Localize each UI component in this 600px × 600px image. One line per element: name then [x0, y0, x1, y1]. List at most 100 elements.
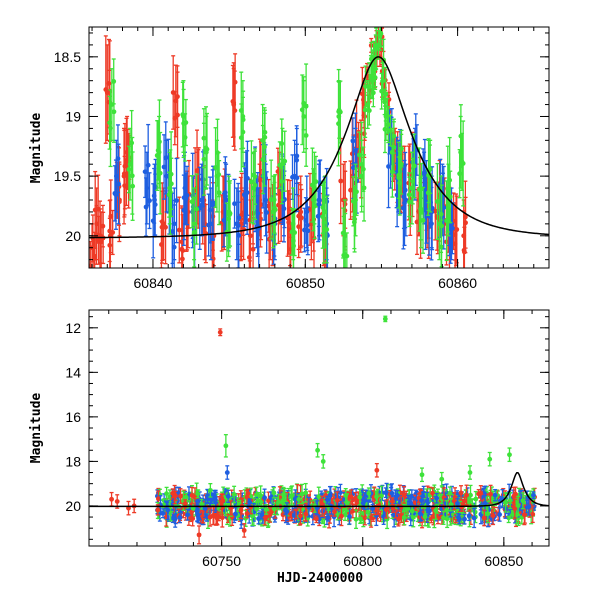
series-2-point [251, 152, 256, 198]
series-2-point-marker [391, 144, 397, 150]
series-0-point-marker [176, 227, 182, 233]
series-0-point-marker [296, 213, 302, 219]
series-2-point-marker [378, 31, 384, 37]
series-2-point [303, 104, 309, 167]
series-1-point [166, 138, 171, 214]
y-tick-label: 20 [65, 228, 81, 244]
series-2-point [129, 109, 135, 176]
series-2-point-marker [180, 112, 186, 117]
series-2-point [458, 104, 464, 169]
series-2-point [425, 169, 431, 216]
series-2-point [388, 114, 393, 147]
series-1-point-marker [350, 165, 356, 171]
series-2-point-marker [240, 129, 246, 135]
series-2-point-marker [373, 43, 379, 49]
series-1-point [236, 190, 242, 245]
series-1-point-marker [150, 218, 156, 224]
bottom-plot-area [89, 315, 549, 545]
series-1-point-marker [161, 164, 167, 170]
series-0-point-marker [116, 199, 122, 205]
series-0-point [110, 209, 116, 256]
series-1-point-marker [116, 181, 121, 187]
series-2-point [406, 172, 412, 218]
series-2-point [419, 162, 424, 215]
series-1-point [255, 172, 261, 255]
series-1-point-marker [241, 192, 247, 198]
series-2-point-marker [168, 171, 174, 177]
series-2-point-marker [272, 207, 278, 213]
series-0-point [307, 172, 313, 246]
series-1-point-marker [290, 174, 295, 180]
series-0-point [163, 190, 168, 265]
series-2-point-marker [166, 192, 172, 198]
series-2-point [459, 132, 465, 191]
series-0-point-marker [159, 219, 165, 225]
series-1-point-marker [449, 225, 455, 231]
series-0-point [246, 219, 252, 268]
series-1-point-marker [402, 187, 408, 193]
series-2-point [310, 147, 315, 223]
series-2-point-marker [303, 133, 309, 138]
series-0-point-marker [91, 256, 97, 262]
series-2-point-marker [397, 180, 403, 186]
series-2-point-marker [439, 223, 445, 229]
series-2-point-marker [341, 252, 347, 258]
series-1-point-marker [210, 202, 216, 208]
series-1-point [150, 183, 156, 259]
series-2-point-marker [457, 171, 463, 177]
series-2-point-marker [262, 134, 268, 140]
series-2-point-marker [292, 230, 298, 235]
series-2-point-marker [357, 152, 362, 158]
top-panel: 60840 60850 60860 18.5 19 19.5 20 Magnitude [29, 26, 550, 291]
series-2-point [292, 208, 298, 257]
series-2-point-marker [299, 107, 305, 113]
series-2-point-marker [337, 109, 343, 115]
series-2-point-marker [409, 185, 415, 191]
series-1-point-marker [402, 200, 407, 206]
series-2-point-marker [154, 153, 160, 158]
series-2-point-marker [411, 163, 417, 169]
series-1-point-marker [294, 153, 300, 159]
series-2-point [282, 130, 288, 192]
series-2-point-marker [107, 120, 112, 126]
series-2-point-marker [268, 197, 274, 202]
series-1-point-marker [145, 162, 151, 168]
series-0-point [462, 180, 468, 254]
series-2-point [324, 195, 330, 264]
series-2-point-marker [260, 157, 266, 162]
series-0-point-marker [110, 230, 116, 235]
band-point-marker [466, 513, 472, 519]
series-0-point-marker [414, 219, 420, 225]
top-frame [88, 26, 550, 269]
series-2-point [385, 106, 391, 144]
series-2-point-marker [227, 212, 233, 217]
series-0-point [176, 196, 182, 264]
series-0-point [266, 178, 272, 233]
series-2-point-marker [383, 91, 389, 97]
series-2-point [215, 118, 220, 187]
series-2-point-marker [396, 172, 402, 178]
series-1-point-marker [200, 176, 206, 182]
series-0-point [103, 35, 109, 144]
series-2-point [341, 215, 347, 268]
series-2-point-marker [419, 186, 424, 192]
series-0-point-marker [462, 249, 467, 255]
series-1-point [147, 172, 152, 230]
series-0-point-marker [232, 108, 238, 114]
series-2-point-marker [126, 167, 132, 172]
series-2-point [361, 154, 367, 222]
series-1-point-marker [422, 172, 428, 178]
series-2-point-marker [213, 165, 218, 170]
series-1-point [294, 127, 300, 185]
series-2-point [181, 88, 187, 159]
series-0-point-marker [179, 246, 185, 252]
series-1-point [112, 165, 118, 222]
x-tick-label: 60840 [134, 275, 173, 291]
series-2-point [352, 185, 357, 253]
series-2-point [378, 27, 384, 47]
series-0-point-marker [275, 169, 281, 174]
series-1-point-marker [142, 169, 148, 175]
series-1-point [207, 176, 213, 244]
series-2-point-marker [388, 128, 393, 133]
series-1-point-marker [169, 229, 175, 234]
